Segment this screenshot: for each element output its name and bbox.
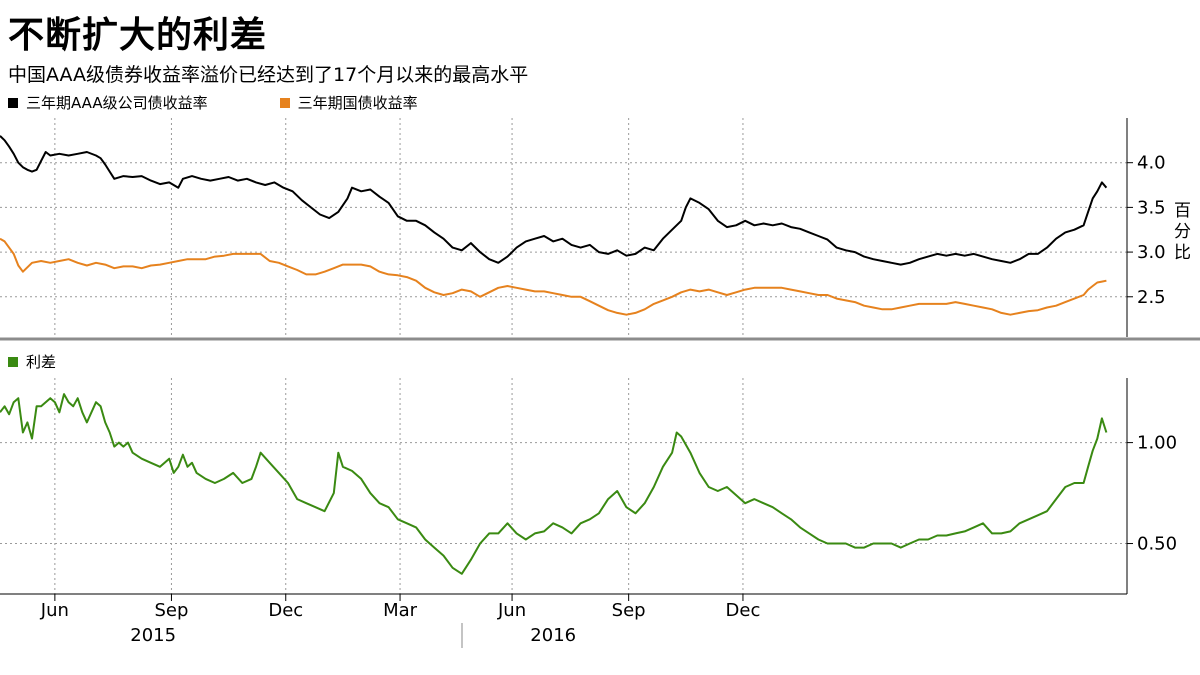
legend-swatch-aaa: [8, 97, 18, 108]
x-tick-label-3: Mar: [383, 600, 418, 621]
legend-swatch-gov: [279, 97, 290, 108]
x-tick-label-4: Jun: [497, 600, 526, 621]
series-line-bottom-0: [0, 393, 1108, 575]
x-tick-label-1: Sep: [154, 600, 188, 621]
legend-label-spread: 利差: [26, 353, 57, 371]
legend-item-aaa: 三年期AAA级公司债收益率: [8, 92, 208, 113]
legend-top: 三年期AAA级公司债收益率 三年期国债收益率: [8, 92, 490, 113]
y-tick-label-top-0: 2.5: [1137, 287, 1166, 308]
x-tick-label-2: Dec: [268, 600, 303, 621]
x-year-label-0: 2015: [130, 625, 176, 646]
legend-item-gov: 三年期国债收益率: [279, 92, 418, 113]
y-axis-label-char-2: 比: [1174, 243, 1191, 263]
y-tick-label-top-1: 3.0: [1137, 242, 1166, 263]
y-tick-label-bottom-1: 1.00: [1137, 433, 1177, 454]
legend-swatch-spread: [8, 356, 18, 367]
chart-subtitle: 中国AAA级债券收益率溢价已经达到了17个月以来的最高水平: [8, 64, 529, 86]
series-line-top-0: [0, 135, 1108, 266]
y-axis-label-char-0: 百: [1174, 201, 1191, 221]
chart-title: 不断扩大的利差: [8, 15, 268, 56]
x-year-label-1: 2016: [530, 625, 576, 646]
y-axis-label-char-1: 分: [1174, 222, 1191, 242]
y-tick-label-top-3: 4.0: [1137, 153, 1166, 174]
y-tick-label-top-2: 3.5: [1137, 197, 1166, 218]
y-tick-label-bottom-0: 0.50: [1137, 534, 1177, 555]
series-line-top-1: [0, 237, 1107, 316]
x-tick-label-0: Jun: [40, 600, 69, 621]
legend-label-gov: 三年期国债收益率: [297, 94, 418, 112]
x-tick-label-5: Sep: [612, 600, 646, 621]
legend-label-aaa: 三年期AAA级公司债收益率: [26, 94, 208, 112]
legend-bottom: 利差: [8, 351, 56, 372]
x-tick-label-6: Dec: [726, 600, 761, 621]
